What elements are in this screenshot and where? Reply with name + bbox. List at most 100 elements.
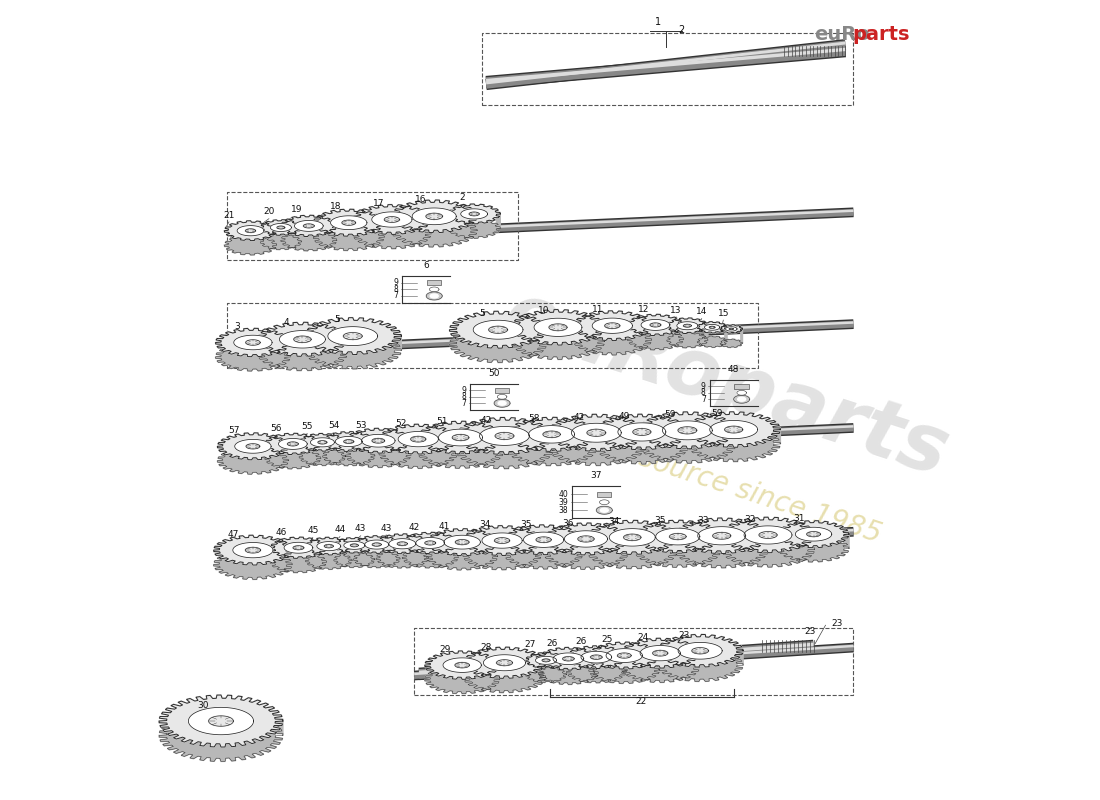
Polygon shape <box>639 412 736 463</box>
Polygon shape <box>425 651 499 679</box>
Polygon shape <box>639 412 736 449</box>
Polygon shape <box>295 221 323 231</box>
Polygon shape <box>725 426 742 433</box>
Polygon shape <box>328 326 377 346</box>
Text: 49: 49 <box>618 412 630 421</box>
Polygon shape <box>650 323 661 327</box>
Polygon shape <box>494 538 509 543</box>
Text: 24: 24 <box>637 633 648 642</box>
Polygon shape <box>299 434 345 451</box>
Polygon shape <box>271 223 292 231</box>
Polygon shape <box>778 521 849 562</box>
Polygon shape <box>496 660 513 666</box>
Polygon shape <box>317 542 341 550</box>
Polygon shape <box>310 438 334 447</box>
Polygon shape <box>704 325 719 330</box>
Polygon shape <box>246 444 260 449</box>
Polygon shape <box>778 521 849 548</box>
Polygon shape <box>213 535 293 565</box>
Text: 40: 40 <box>559 490 569 498</box>
Text: 31: 31 <box>793 514 805 523</box>
Polygon shape <box>416 538 444 549</box>
Polygon shape <box>605 323 620 329</box>
Polygon shape <box>600 500 609 505</box>
Polygon shape <box>543 523 628 570</box>
Polygon shape <box>376 534 428 568</box>
Polygon shape <box>278 438 307 450</box>
Polygon shape <box>261 220 301 250</box>
Polygon shape <box>350 544 359 547</box>
Text: 16: 16 <box>415 195 427 204</box>
Polygon shape <box>233 542 273 558</box>
Text: euRoparts: euRoparts <box>494 275 958 493</box>
Polygon shape <box>635 520 720 567</box>
Polygon shape <box>379 424 458 469</box>
Text: 20: 20 <box>263 207 275 216</box>
Polygon shape <box>678 426 696 434</box>
Text: 26: 26 <box>547 638 558 647</box>
Polygon shape <box>534 318 582 337</box>
Polygon shape <box>343 439 354 443</box>
Text: 45: 45 <box>307 526 319 535</box>
Polygon shape <box>306 538 352 570</box>
Polygon shape <box>507 418 596 451</box>
Text: 1: 1 <box>654 17 661 27</box>
Polygon shape <box>720 325 742 347</box>
Text: 39: 39 <box>559 498 569 506</box>
Polygon shape <box>305 318 402 369</box>
Polygon shape <box>536 537 551 542</box>
Polygon shape <box>304 224 315 228</box>
Text: 52: 52 <box>395 419 406 428</box>
Polygon shape <box>505 525 583 569</box>
Polygon shape <box>720 325 742 333</box>
Text: 2: 2 <box>679 25 685 35</box>
Polygon shape <box>596 506 613 514</box>
Text: 26: 26 <box>575 637 586 646</box>
Text: 33: 33 <box>697 515 710 525</box>
Polygon shape <box>245 340 261 346</box>
Polygon shape <box>469 212 480 216</box>
Polygon shape <box>314 210 384 250</box>
Text: 14: 14 <box>696 307 707 316</box>
Polygon shape <box>497 394 507 399</box>
Polygon shape <box>463 647 546 693</box>
Polygon shape <box>488 326 507 334</box>
Text: 59: 59 <box>712 410 723 418</box>
Polygon shape <box>667 318 708 348</box>
Text: 23: 23 <box>679 630 690 639</box>
Polygon shape <box>362 434 395 447</box>
Polygon shape <box>427 292 442 300</box>
Polygon shape <box>293 546 304 550</box>
Polygon shape <box>494 399 510 407</box>
Polygon shape <box>463 526 541 555</box>
Polygon shape <box>388 538 416 549</box>
Bar <box>427 281 441 285</box>
Polygon shape <box>322 431 375 451</box>
Polygon shape <box>609 529 656 546</box>
Polygon shape <box>795 527 832 541</box>
Polygon shape <box>342 220 355 226</box>
Polygon shape <box>482 533 522 548</box>
Polygon shape <box>271 537 327 558</box>
Polygon shape <box>426 213 442 219</box>
Text: 43: 43 <box>355 524 366 534</box>
Polygon shape <box>294 336 311 342</box>
Polygon shape <box>287 442 298 446</box>
Text: 5: 5 <box>480 309 485 318</box>
Text: 42: 42 <box>573 413 584 422</box>
Polygon shape <box>280 215 337 251</box>
Text: 18: 18 <box>330 202 342 210</box>
Text: 58: 58 <box>528 414 540 423</box>
Text: 30: 30 <box>197 701 208 710</box>
Polygon shape <box>345 428 411 453</box>
Polygon shape <box>299 434 345 466</box>
Text: 11: 11 <box>592 305 604 314</box>
Polygon shape <box>627 314 683 335</box>
Polygon shape <box>343 333 362 340</box>
Polygon shape <box>543 431 560 438</box>
Polygon shape <box>224 221 277 241</box>
Polygon shape <box>430 294 438 298</box>
Polygon shape <box>578 536 594 542</box>
Polygon shape <box>512 310 605 345</box>
Polygon shape <box>524 532 563 547</box>
